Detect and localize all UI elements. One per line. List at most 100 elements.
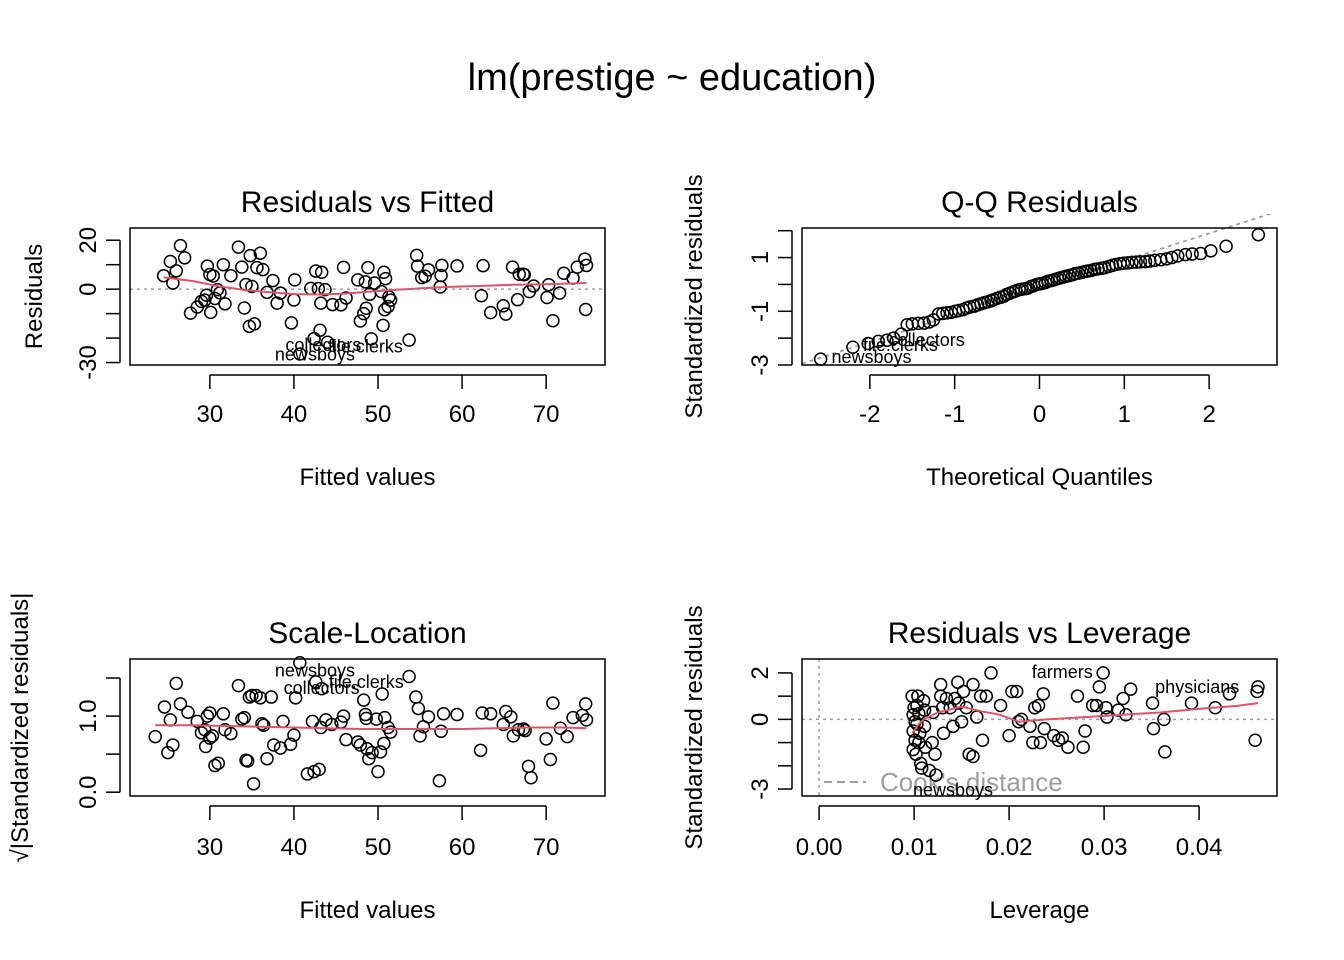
data-point (231, 678, 246, 693)
y-tick-label: 1.0 (75, 699, 102, 732)
data-point (284, 316, 299, 330)
data-point (524, 770, 538, 785)
data-point (912, 735, 926, 750)
data-point (402, 333, 416, 347)
data-point (200, 709, 215, 723)
data-point (264, 690, 278, 704)
data-point (929, 768, 943, 782)
data-point (270, 296, 284, 310)
data-point (409, 690, 423, 704)
data-point (205, 729, 220, 743)
data-point (540, 290, 554, 305)
data-point (911, 316, 925, 331)
data-point (1184, 696, 1199, 710)
data-point (933, 677, 948, 692)
main-title: lm(prestige ~ education) (468, 57, 877, 99)
data-point (314, 265, 329, 280)
data-point (1061, 740, 1075, 754)
panel-title: Residuals vs Leverage (888, 617, 1192, 650)
data-point (579, 258, 594, 273)
data-point (240, 754, 255, 768)
data-point (566, 710, 580, 725)
data-point (253, 691, 268, 705)
x-tick-label: -2 (859, 401, 880, 428)
data-point (1171, 249, 1185, 263)
data-point (421, 710, 436, 724)
data-point (578, 252, 592, 266)
data-point (1033, 735, 1048, 750)
data-point (473, 743, 488, 758)
plot-frame (801, 658, 1278, 797)
y-tick-label: -1 (747, 301, 774, 322)
data-point (1178, 247, 1193, 262)
x-tick-label: 0.01 (891, 834, 938, 861)
data-point (336, 709, 351, 723)
data-point (922, 763, 937, 778)
data-point (409, 248, 424, 263)
x-tick-label: 0.02 (986, 834, 1033, 861)
data-point (359, 711, 373, 726)
x-tick-label: 60 (449, 834, 476, 861)
data-point (361, 260, 375, 275)
x-tick-label: 50 (365, 834, 392, 861)
data-point (373, 745, 388, 759)
data-point (546, 696, 560, 710)
data-point (910, 698, 924, 713)
x-axis-label: Fitted values (299, 464, 435, 491)
data-point (314, 296, 328, 310)
data-point (208, 758, 222, 773)
data-point (1138, 254, 1153, 269)
data-point (305, 714, 320, 729)
point-label: newsboys (275, 345, 355, 365)
data-point (1096, 666, 1110, 680)
y-axis-label: √|Standardized residuals| (7, 593, 34, 863)
data-point (312, 762, 326, 777)
x-tick-label: 0 (1033, 401, 1046, 428)
data-point (247, 317, 262, 331)
data-point (917, 703, 932, 717)
data-point (1250, 684, 1264, 699)
data-point (365, 745, 379, 760)
data-point (1146, 721, 1161, 736)
data-point (364, 332, 379, 346)
data-point (906, 707, 920, 722)
data-point (216, 257, 231, 272)
data-point (476, 258, 490, 273)
data-point (560, 729, 574, 744)
y-tick-label: 2 (747, 666, 774, 679)
data-point (210, 282, 225, 297)
data-point (1116, 691, 1130, 706)
x-tick-label: 30 (197, 834, 224, 861)
data-point (336, 260, 351, 275)
data-point (218, 297, 232, 311)
data-point (169, 676, 183, 691)
data-point (526, 279, 541, 293)
data-point (886, 331, 901, 345)
point-label: newsboys (913, 780, 993, 800)
data-point (173, 238, 188, 253)
data-point (243, 248, 257, 263)
point-label: collectors (285, 335, 361, 355)
data-point (871, 334, 886, 349)
data-point (450, 259, 464, 273)
data-point (375, 687, 389, 701)
data-point (936, 726, 951, 741)
data-point (320, 335, 335, 349)
data-point (353, 738, 368, 752)
x-tick-label: 0.04 (1176, 834, 1223, 861)
data-point (1251, 680, 1265, 694)
data-point (939, 691, 954, 706)
point-label: file.clerks (328, 337, 403, 357)
data-point (313, 323, 327, 338)
data-point (351, 273, 365, 287)
y-tick-label: 20 (75, 227, 102, 254)
data-point (371, 764, 385, 779)
data-point (1037, 721, 1051, 736)
data-point (1092, 680, 1107, 694)
data-point (351, 735, 365, 749)
data-point (952, 696, 966, 710)
data-point (474, 289, 489, 303)
data-point (914, 756, 928, 771)
data-point (356, 693, 371, 707)
data-point (1111, 703, 1126, 717)
